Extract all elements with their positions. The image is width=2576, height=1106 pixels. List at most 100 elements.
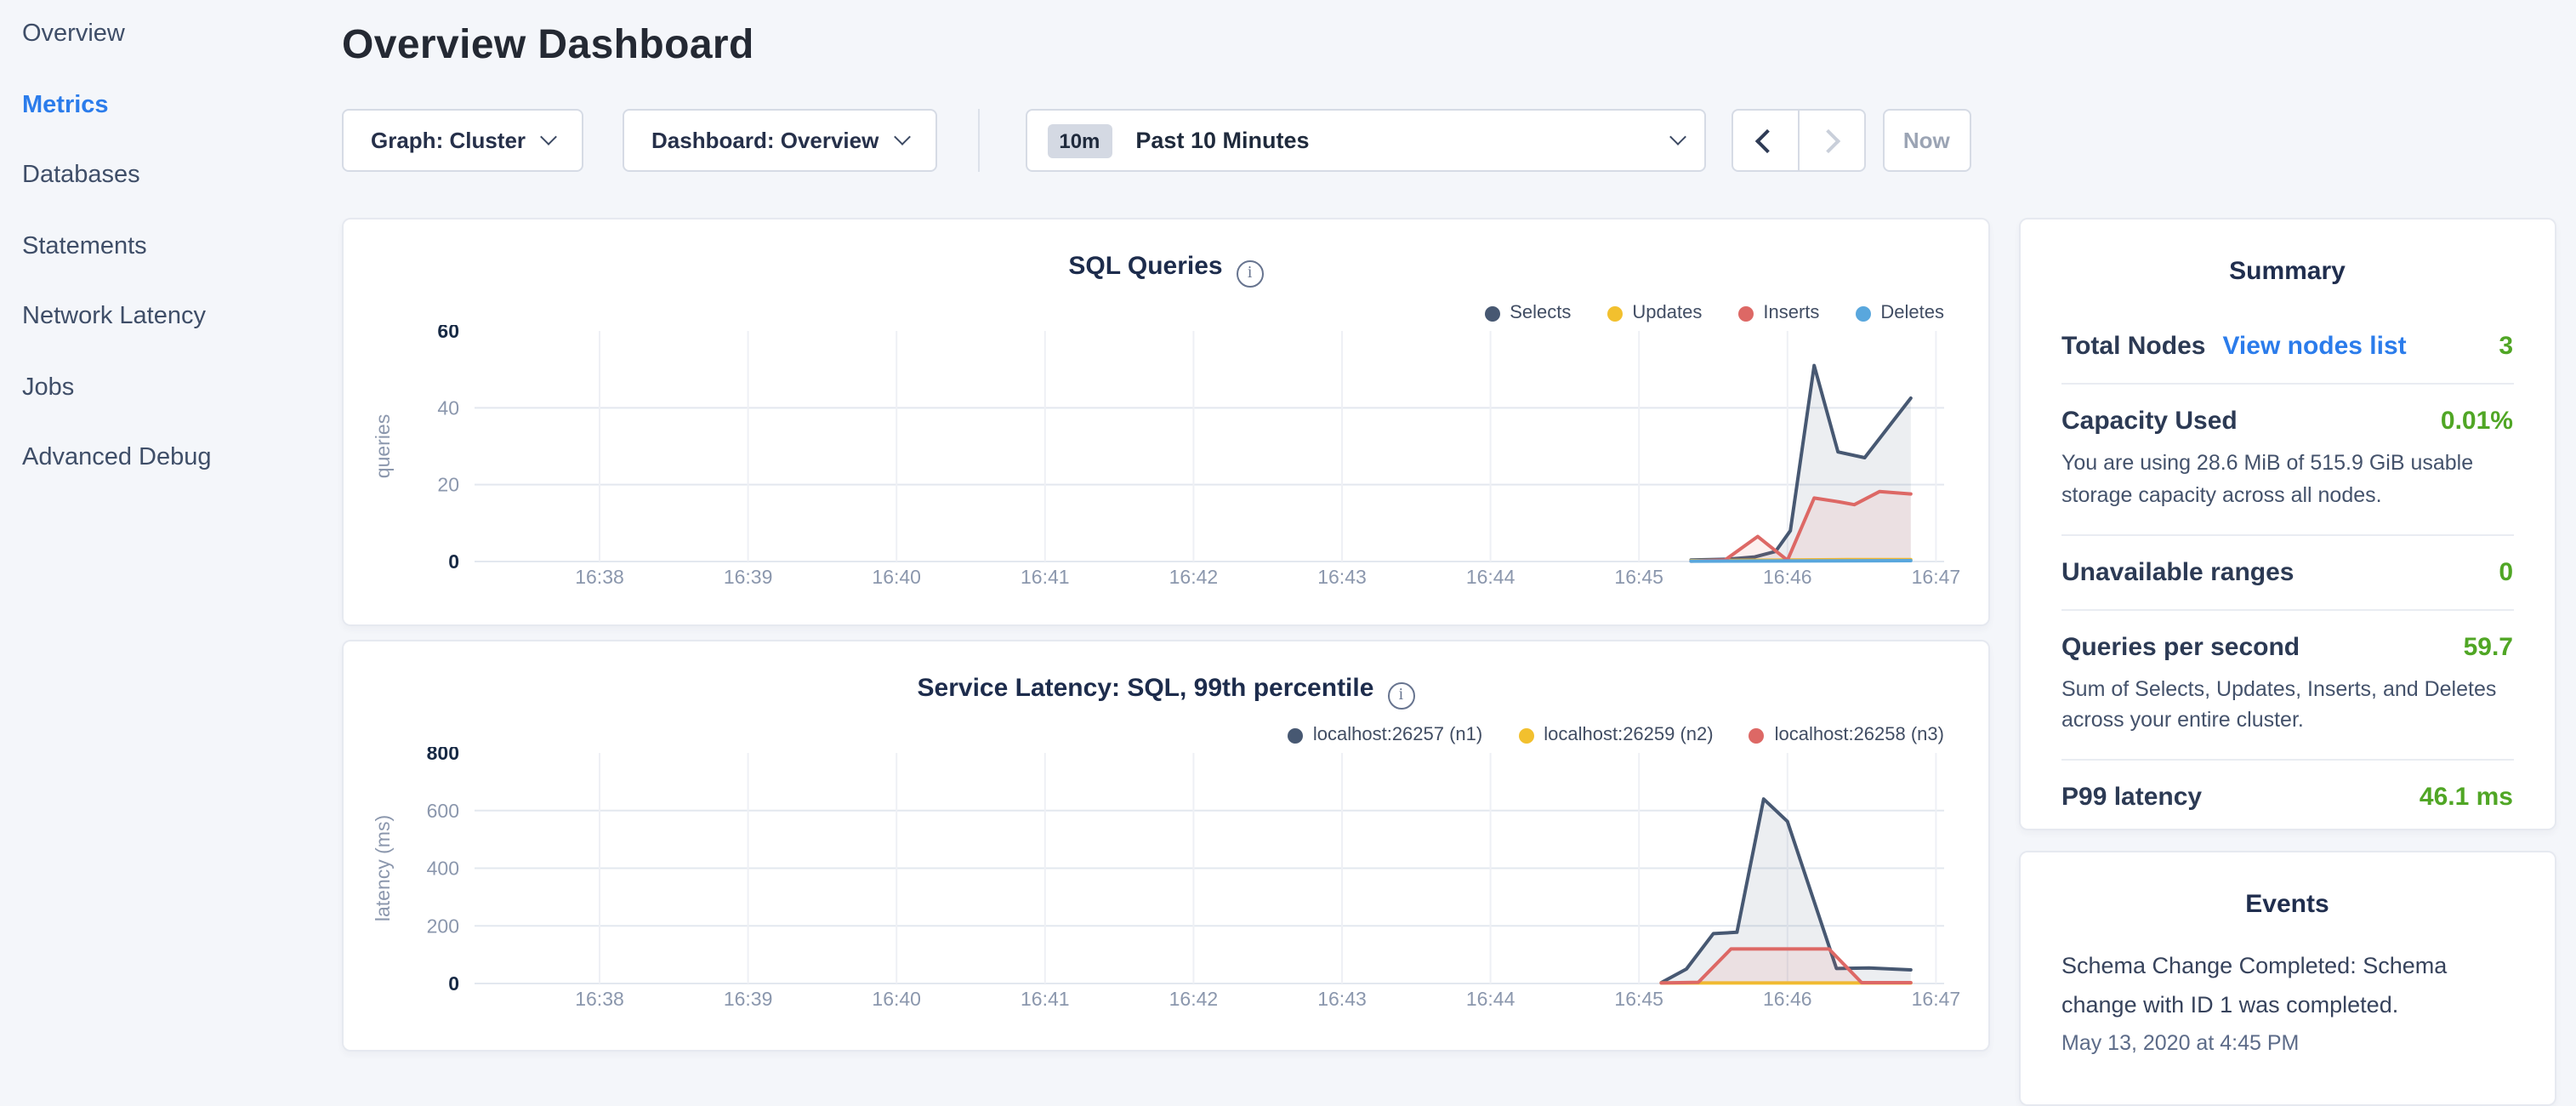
svg-text:16:38: 16:38	[575, 988, 624, 1010]
step-forward-button[interactable]	[1797, 111, 1863, 170]
qps-value: 59.7	[2464, 632, 2513, 661]
legend-label: Updates	[1632, 303, 1702, 323]
sql-queries-chart[interactable]: 16:3816:3916:4016:4116:4216:4316:4416:45…	[344, 325, 1992, 628]
svg-text:16:43: 16:43	[1317, 988, 1367, 1010]
toolbar: Graph: Cluster Dashboard: Overview 10m P…	[342, 109, 1970, 172]
legend-dot	[1484, 305, 1499, 321]
chevron-left-icon	[1755, 128, 1779, 152]
svg-text:200: 200	[427, 915, 459, 937]
events-card: Events Schema Change Completed: Schema c…	[2019, 851, 2556, 1106]
total-nodes-label: Total Nodes	[2061, 332, 2205, 361]
sidebar-item-jobs[interactable]: Jobs	[0, 353, 342, 424]
sidebar-nav: OverviewMetricsDatabasesStatementsNetwor…	[0, 0, 342, 1052]
summary-card: Summary Total Nodes View nodes list 3 Ca…	[2019, 218, 2556, 830]
legend-item[interactable]: Updates	[1606, 303, 1702, 323]
svg-text:0: 0	[448, 550, 459, 573]
sidebar-item-network-latency[interactable]: Network Latency	[0, 282, 342, 353]
legend-item[interactable]: localhost:26257 (n1)	[1288, 725, 1482, 745]
sidebar-item-metrics[interactable]: Metrics	[0, 71, 342, 141]
svg-text:16:38: 16:38	[575, 566, 624, 588]
legend-dot	[1737, 305, 1753, 321]
time-range-badge: 10m	[1047, 123, 1112, 157]
svg-text:16:40: 16:40	[872, 988, 921, 1010]
info-icon[interactable]: i	[1237, 259, 1264, 287]
legend-item[interactable]: Deletes	[1855, 303, 1944, 323]
svg-text:20: 20	[437, 474, 459, 496]
svg-text:16:44: 16:44	[1466, 566, 1515, 588]
sidebar-item-advanced-debug[interactable]: Advanced Debug	[0, 424, 342, 494]
svg-text:16:44: 16:44	[1466, 988, 1515, 1010]
sidebar-item-databases[interactable]: Databases	[0, 141, 342, 212]
svg-text:600: 600	[427, 800, 459, 822]
view-nodes-list-link[interactable]: View nodes list	[2222, 332, 2406, 361]
legend-item[interactable]: localhost:26258 (n3)	[1749, 725, 1944, 745]
legend-item[interactable]: localhost:26259 (n2)	[1518, 725, 1713, 745]
legend-dot	[1518, 727, 1533, 743]
now-button[interactable]: Now	[1882, 109, 1970, 172]
total-nodes-value: 3	[2499, 332, 2513, 361]
toolbar-divider	[977, 109, 979, 172]
svg-text:400: 400	[427, 858, 459, 880]
svg-text:16:47: 16:47	[1912, 566, 1961, 588]
svg-text:16:39: 16:39	[724, 566, 773, 588]
svg-text:16:42: 16:42	[1169, 566, 1219, 588]
dashboard-dropdown-label: Dashboard: Overview	[651, 128, 879, 153]
chart-legend: Selects Updates Inserts Deletes	[1484, 303, 1944, 323]
chevron-down-icon	[1669, 128, 1686, 145]
service-latency-chart[interactable]: 16:3816:3916:4016:4116:4216:4316:4416:45…	[344, 747, 1992, 1050]
graph-dropdown[interactable]: Graph: Cluster	[342, 109, 583, 172]
graph-dropdown-label: Graph: Cluster	[371, 128, 526, 153]
sql-queries-chart-card: SQL Queries i Selects Updates Inserts Delete…	[342, 218, 1990, 626]
step-back-button[interactable]	[1732, 111, 1797, 170]
sidebar-item-statements[interactable]: Statements	[0, 212, 342, 282]
info-icon[interactable]: i	[1387, 681, 1414, 709]
app-root: OverviewMetricsDatabasesStatementsNetwor…	[0, 0, 2576, 1052]
svg-text:16:45: 16:45	[1614, 566, 1663, 588]
svg-text:60: 60	[437, 325, 459, 342]
chart-title: Service Latency: SQL, 99th percentile i	[344, 674, 1988, 709]
service-latency-chart-card: Service Latency: SQL, 99th percentile i l…	[342, 640, 1990, 1052]
legend-dot	[1606, 305, 1622, 321]
events-title: Events	[2061, 890, 2513, 919]
legend-label: Selects	[1510, 303, 1571, 323]
summary-title: Summary	[2061, 257, 2513, 286]
p99-latency-value: 46.1 ms	[2420, 783, 2513, 812]
chevron-down-icon	[893, 128, 910, 145]
legend-label: Deletes	[1880, 303, 1944, 323]
summary-row-capacity: Capacity Used 0.01% You are using 28.6 M…	[2061, 385, 2513, 535]
summary-row-unavailable-ranges: Unavailable ranges 0	[2061, 535, 2513, 610]
capacity-used-description: You are using 28.6 MiB of 515.9 GiB usab…	[2061, 448, 2513, 511]
chart-title: SQL Queries i	[344, 252, 1988, 287]
svg-text:queries: queries	[372, 414, 394, 478]
summary-row-total-nodes: Total Nodes View nodes list 3	[2061, 310, 2513, 385]
time-range-selector[interactable]: 10m Past 10 Minutes	[1025, 109, 1705, 172]
svg-text:16:46: 16:46	[1763, 566, 1812, 588]
svg-text:16:42: 16:42	[1169, 988, 1219, 1010]
svg-text:16:41: 16:41	[1021, 988, 1070, 1010]
event-item-text: Schema Change Completed: Schema change w…	[2061, 948, 2513, 1026]
svg-text:16:43: 16:43	[1317, 566, 1367, 588]
svg-text:40: 40	[437, 396, 459, 419]
qps-label: Queries per second	[2061, 632, 2300, 661]
capacity-used-label: Capacity Used	[2061, 407, 2238, 436]
legend-label: localhost:26259 (n2)	[1544, 725, 1713, 745]
svg-text:0: 0	[448, 972, 459, 995]
summary-row-p99: P99 latency 46.1 ms	[2061, 761, 2513, 834]
dashboard-dropdown[interactable]: Dashboard: Overview	[623, 109, 936, 172]
legend-item[interactable]: Inserts	[1737, 303, 1819, 323]
chart-title-text: Service Latency: SQL, 99th percentile	[918, 674, 1374, 703]
legend-dot	[1749, 727, 1765, 743]
legend-label: localhost:26258 (n3)	[1775, 725, 1944, 745]
main-content: Overview Dashboard Graph: Cluster Dashbo…	[342, 0, 1990, 1052]
legend-item[interactable]: Selects	[1484, 303, 1571, 323]
unavailable-ranges-label: Unavailable ranges	[2061, 557, 2294, 586]
legend-label: localhost:26257 (n1)	[1313, 725, 1482, 745]
summary-row-qps: Queries per second 59.7 Sum of Selects, …	[2061, 610, 2513, 761]
svg-text:800: 800	[427, 747, 459, 764]
sidebar-item-overview[interactable]: Overview	[0, 0, 342, 71]
legend-label: Inserts	[1763, 303, 1819, 323]
chart-title-text: SQL Queries	[1068, 252, 1222, 281]
capacity-used-value: 0.01%	[2441, 407, 2513, 436]
svg-text:16:45: 16:45	[1614, 988, 1663, 1010]
chart-legend: localhost:26257 (n1) localhost:26259 (n2)…	[1288, 725, 1944, 745]
